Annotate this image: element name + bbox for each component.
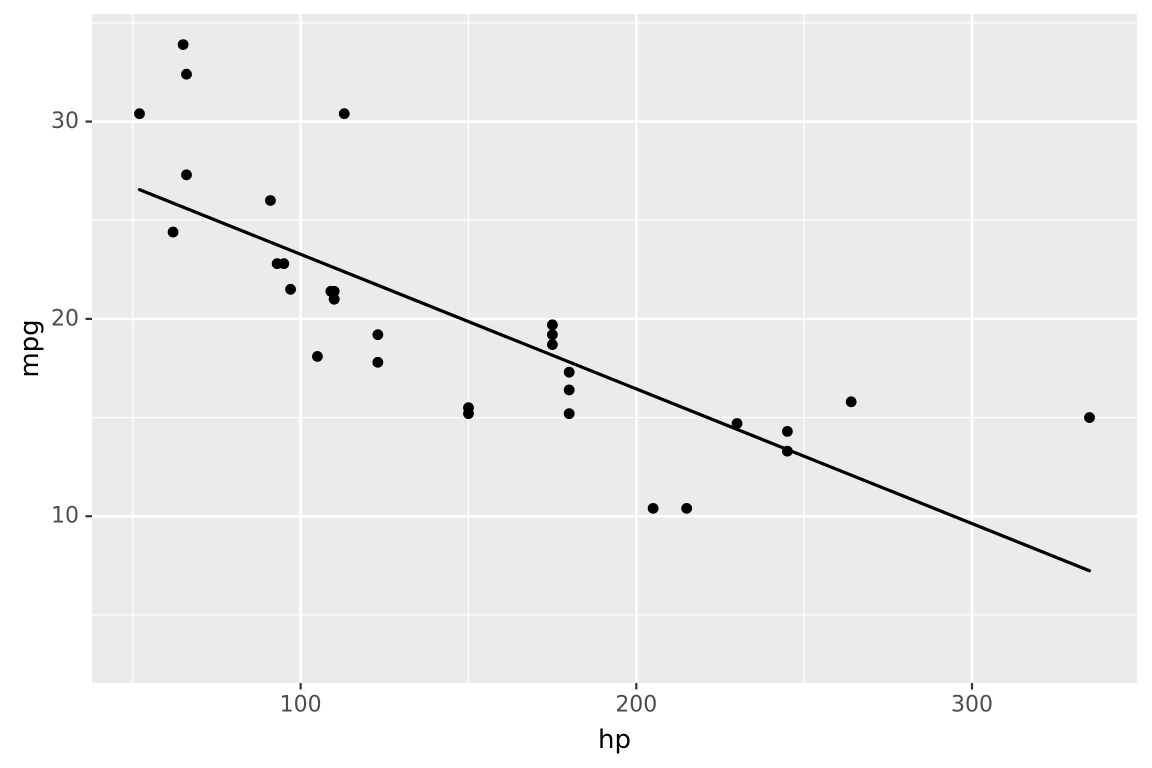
data-point [781,425,793,437]
data-point [845,396,857,408]
data-point [325,285,337,297]
data-point [372,329,384,341]
y-tick-label: 20 [51,306,79,331]
y-tick-label: 10 [51,504,79,529]
data-point [278,258,290,270]
data-point [731,418,743,429]
data-point [285,283,296,295]
x-axis-title: hp [598,725,631,755]
data-point [265,195,276,206]
data-point [563,408,575,420]
y-tick-label: 30 [51,109,79,134]
plot-panel [92,14,1137,683]
data-point [372,356,384,368]
y-axis-title: mpg [15,319,45,377]
data-point [546,319,558,331]
data-point [177,39,189,50]
data-point [134,108,145,120]
x-tick-label: 300 [951,693,993,718]
data-point [338,108,350,120]
data-point [181,169,192,181]
data-point [181,68,192,80]
panel-background [92,14,1137,683]
data-point [781,445,793,457]
data-point [167,226,179,238]
trend-line [137,188,1092,573]
axes: 100 200 300 10 20 30 [51,109,993,717]
data-point [563,384,575,396]
data-point [563,366,575,378]
data-point [681,502,693,514]
data-point [312,350,323,362]
x-tick-label: 100 [280,693,322,718]
data-point [647,502,659,514]
data-point [1084,412,1095,423]
data-point [546,339,558,350]
data-point [463,408,474,420]
data-point [546,329,558,341]
x-tick-label: 200 [615,693,657,718]
